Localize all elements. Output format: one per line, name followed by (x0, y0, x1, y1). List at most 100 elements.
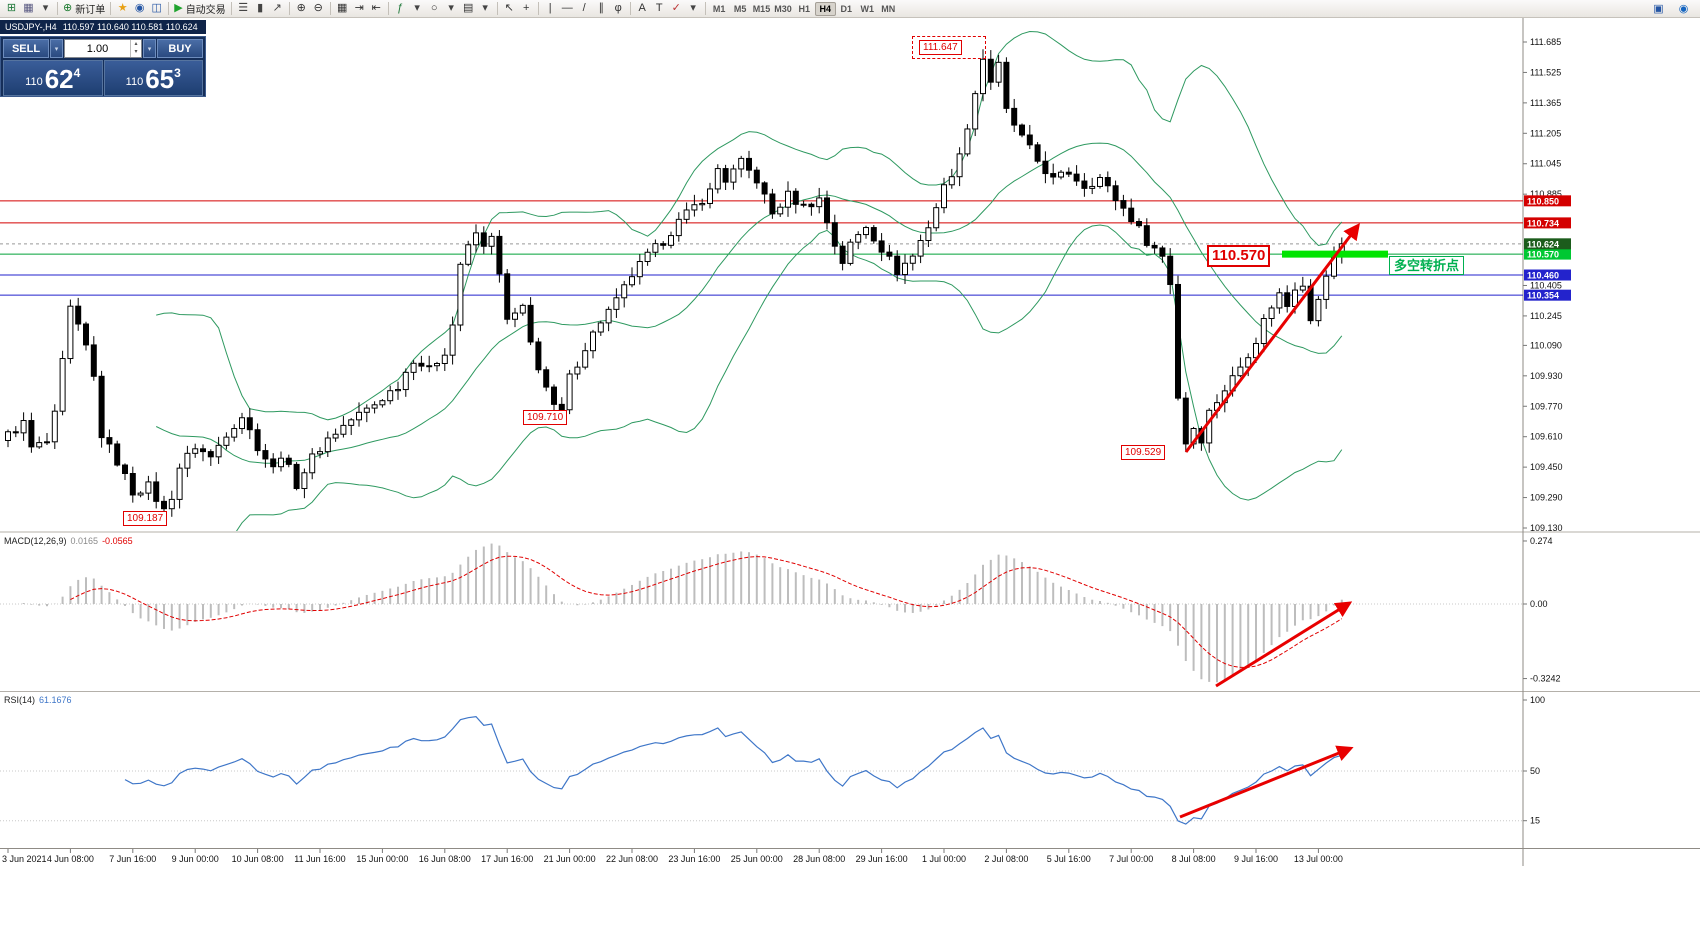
time-axis-label: 15 Jun 00:00 (356, 854, 408, 864)
pivot-chinese-annotation[interactable]: 多空转折点 (1389, 256, 1465, 275)
arrow-tools-icon[interactable]: ✓ (671, 2, 681, 14)
one-click-trade-panel: SELL ▾ 1.00 ▴ ▾ ▾ BUY 110 62 4 110 65 3 (0, 36, 206, 97)
lot-spin-up-icon[interactable]: ▴ (134, 41, 138, 47)
chart-list-dropdown[interactable]: ▾ (42, 2, 49, 14)
fibonacci-icon[interactable]: φ (614, 2, 622, 14)
price-tag (1524, 217, 1571, 229)
sell-dropdown[interactable]: ▾ (50, 39, 63, 58)
price-axis-label: 110.090 (1530, 340, 1562, 350)
bar-chart-type-icon[interactable]: ☰ (238, 2, 249, 14)
vertical-line-icon[interactable]: | (548, 2, 552, 14)
price-tag-value: 110.354 (1527, 291, 1559, 301)
line-chart-type-icon[interactable]: ↗ (272, 2, 282, 14)
new-chart-icon[interactable]: ⊞ (6, 2, 17, 14)
main-pane[interactable] (0, 30, 1523, 562)
toolbar-separator (288, 2, 290, 15)
new-order-button[interactable]: ⊕ 新订单 (63, 2, 106, 17)
periods-icon[interactable]: ○ (430, 2, 438, 14)
chart-profiles-icon[interactable]: ▦ (23, 2, 34, 14)
candlestick-type-icon[interactable]: ▮ (257, 2, 264, 14)
trendline-icon[interactable]: / (582, 2, 586, 14)
timeframe-d1[interactable]: D1 (840, 3, 852, 14)
pivot-price-label[interactable]: 110.570 (1207, 245, 1271, 267)
text-label-icon[interactable]: T (655, 2, 663, 14)
time-axis-label: 29 Jun 16:00 (856, 854, 908, 864)
time-axis-label: 16 Jun 08:00 (419, 854, 471, 864)
buy-button[interactable]: BUY (157, 39, 203, 58)
toolbar-separator (110, 2, 112, 15)
horizontal-line-icon[interactable]: — (561, 2, 573, 14)
macd-pane[interactable] (0, 543, 1523, 683)
auto-scroll-icon[interactable]: ⇥ (354, 2, 364, 14)
timeframe-m1[interactable]: M1 (712, 3, 726, 14)
rsi-axis-label: 100 (1530, 695, 1545, 705)
chart-ohlc-values: 110.597 110.640 110.581 110.624 (62, 22, 198, 32)
lot-spin-down-icon[interactable]: ▾ (134, 49, 138, 55)
docking-icon[interactable]: ▣ (1653, 3, 1664, 15)
crosshair-icon[interactable]: + (522, 2, 530, 14)
indicators-dropdown[interactable]: ▾ (414, 2, 420, 14)
chart-shift-icon[interactable]: ⇤ (371, 2, 381, 14)
indicator-list-icon[interactable]: ★ (117, 2, 128, 14)
time-axis-label: 22 Jun 08:00 (606, 854, 658, 864)
timeframe-m5[interactable]: M5 (733, 3, 747, 14)
trend-arrow-rsi[interactable] (1179, 745, 1354, 819)
time-axis-label: 2 Jul 08:00 (984, 854, 1028, 864)
sell-price-pip: 4 (73, 66, 81, 80)
timeframe-mn[interactable]: MN (881, 3, 896, 14)
chart-symbol-title: USDJPY-,H4 (5, 22, 57, 32)
zoom-in-icon[interactable]: ⊕ (296, 2, 306, 14)
auto-trading-button[interactable]: ▶ 自动交易 (174, 2, 226, 17)
community-icon[interactable]: ◉ (1678, 3, 1689, 15)
time-axis-label: 10 Jun 08:00 (232, 854, 284, 864)
market-watch-icon[interactable]: ◉ (134, 2, 145, 14)
low-price-label-july8[interactable]: 109.529 (1121, 445, 1166, 460)
channel-icon[interactable]: ∥ (598, 2, 604, 14)
rsi-axis-label: 15 (1530, 816, 1540, 826)
time-axis-label: 17 Jun 16:00 (481, 854, 533, 864)
buy-price-big: 65 (145, 64, 175, 94)
timeframe-h4[interactable]: H4 (814, 1, 836, 16)
buy-dropdown[interactable]: ▾ (143, 39, 156, 58)
price-axis-label: 110.885 (1530, 189, 1562, 199)
price-axis-label: 109.610 (1530, 432, 1563, 442)
zoom-out-icon[interactable]: ⊖ (313, 2, 323, 14)
trend-arrow-macd[interactable] (1215, 601, 1353, 688)
buy-price-button[interactable]: 110 65 3 (103, 60, 203, 96)
cursor-icon[interactable]: ↖ (504, 2, 514, 14)
timeframe-m30[interactable]: M30 (774, 3, 792, 14)
high-price-label[interactable]: 111.647 (919, 40, 962, 55)
time-axis-label: 1 Jul 00:00 (922, 854, 966, 864)
sell-button[interactable]: SELL (3, 39, 49, 58)
timeframe-h1[interactable]: H1 (798, 3, 810, 14)
rsi-axis-label: 50 (1530, 766, 1540, 776)
price-axis-label: 109.290 (1530, 493, 1563, 503)
time-axis-label: 3 Jun 2021 (2, 854, 47, 864)
lot-spinner[interactable]: ▴ ▾ (130, 40, 141, 57)
lot-size-value: 1.00 (86, 42, 109, 55)
tile-windows-icon[interactable]: ▦ (336, 2, 348, 14)
sell-price-button[interactable]: 110 62 4 (3, 60, 103, 96)
bollinger-middle-band[interactable] (155, 142, 1343, 464)
periods-dropdown[interactable]: ▾ (448, 2, 454, 14)
text-icon[interactable]: A (638, 2, 646, 14)
lot-size-input[interactable]: 1.00 ▴ ▾ (64, 39, 142, 58)
timeframe-m15[interactable]: M15 (752, 3, 771, 14)
toolbar-separator (496, 2, 498, 15)
high-label-dashed-box (912, 36, 986, 59)
low-price-label-june7[interactable]: 109.187 (123, 511, 168, 526)
trend-arrow-main[interactable] (1184, 223, 1360, 453)
indicators-icon[interactable]: ƒ (397, 2, 404, 14)
bollinger-upper-band[interactable] (156, 30, 1343, 421)
price-axis-label: 111.685 (1530, 37, 1561, 47)
templates-dropdown[interactable]: ▾ (482, 2, 488, 14)
bollinger-lower-band[interactable] (156, 224, 1343, 561)
arrow-tools-dropdown[interactable]: ▾ (690, 2, 696, 14)
macd-signal-value: -0.0565 (102, 536, 133, 546)
rsi-pane[interactable] (0, 715, 1523, 825)
navigator-icon[interactable]: ◫ (151, 2, 162, 14)
timeframe-w1[interactable]: W1 (860, 3, 874, 14)
templates-icon[interactable]: ▤ (462, 2, 474, 14)
low-price-label-june18[interactable]: 109.710 (523, 410, 568, 425)
